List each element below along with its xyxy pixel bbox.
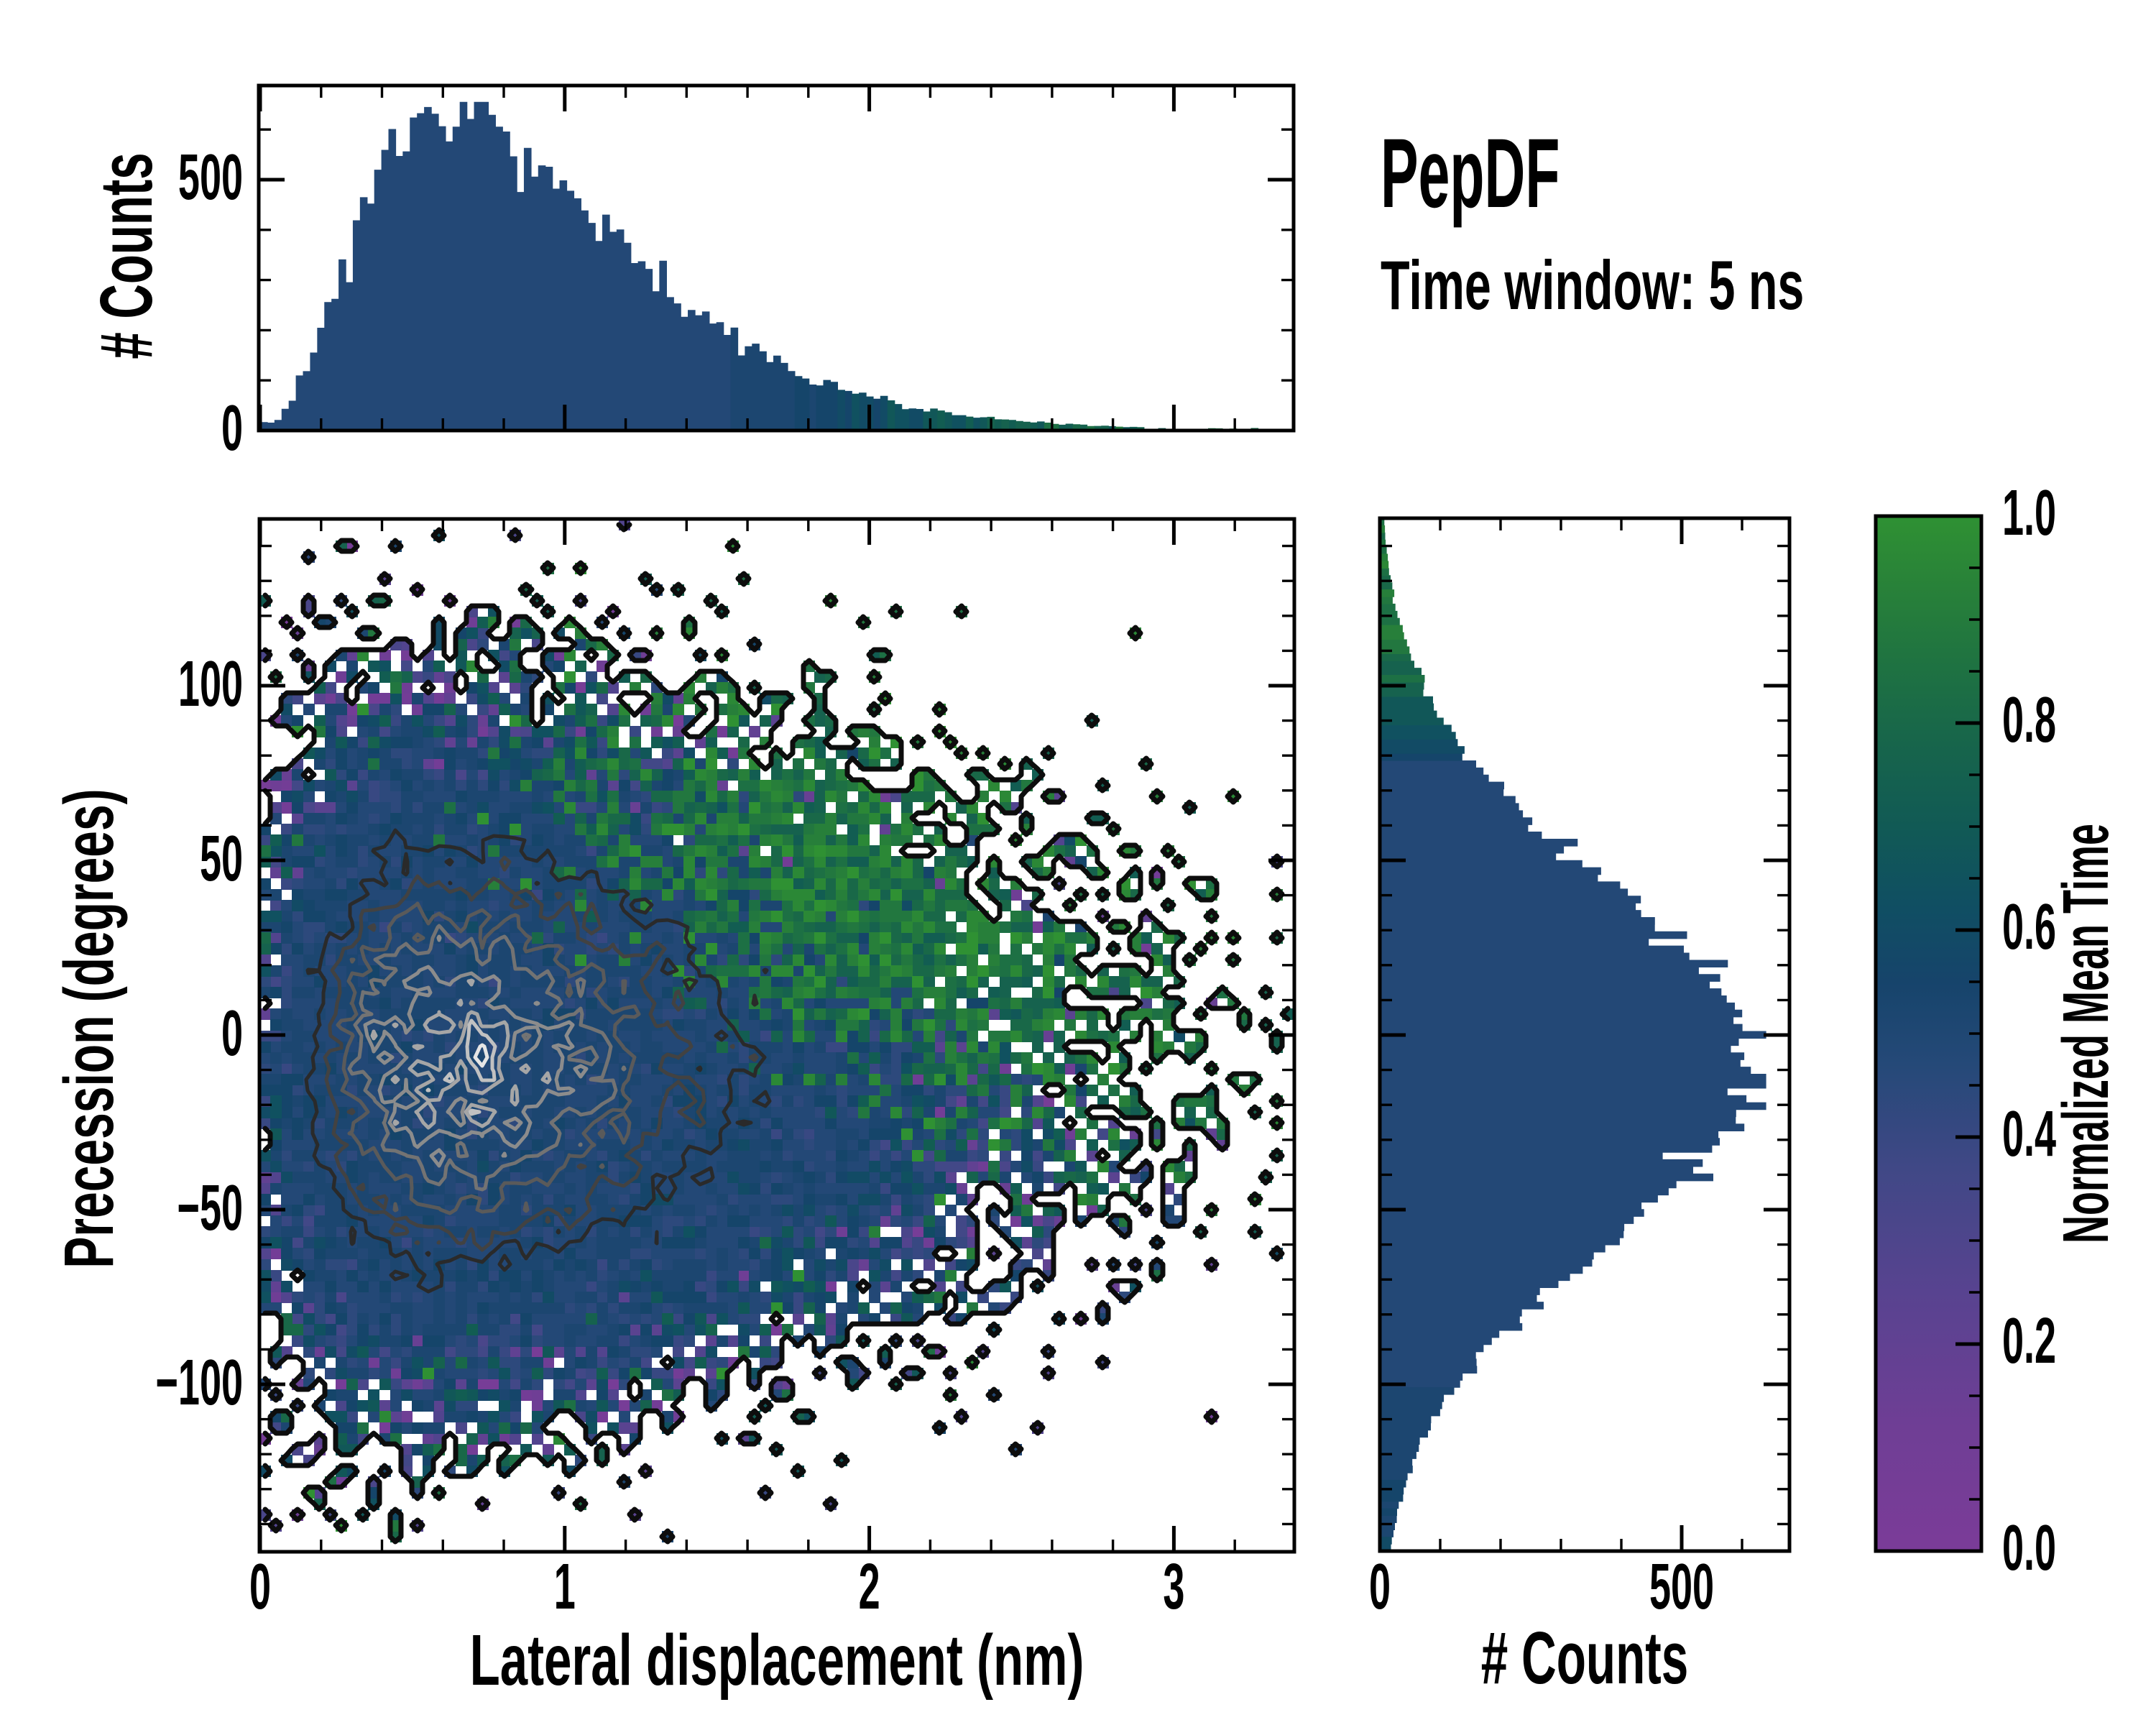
svg-text:Precession (degrees): Precession (degrees) — [50, 788, 128, 1268]
svg-text:0: 0 — [249, 1550, 271, 1623]
svg-text:0.4: 0.4 — [2002, 1098, 2056, 1170]
svg-text:1: 1 — [554, 1550, 576, 1623]
svg-text:0: 0 — [221, 997, 243, 1070]
svg-text:# Counts: # Counts — [1481, 1617, 1689, 1700]
svg-text:0.2: 0.2 — [2002, 1305, 2056, 1377]
svg-text:100: 100 — [178, 648, 243, 720]
svg-text:PepDF: PepDF — [1381, 118, 1560, 228]
svg-text:# Counts: # Counts — [86, 152, 168, 359]
svg-text:50: 50 — [200, 822, 243, 895]
svg-text:Time window: 5 ns: Time window: 5 ns — [1381, 246, 1804, 324]
svg-text:0: 0 — [221, 392, 243, 464]
svg-text:500: 500 — [1649, 1550, 1714, 1623]
svg-text:Lateral displacement (nm): Lateral displacement (nm) — [470, 1620, 1084, 1701]
svg-text:0: 0 — [1369, 1550, 1391, 1623]
svg-text:Normalized Mean Time: Normalized Mean Time — [2050, 824, 2122, 1243]
svg-text:0.6: 0.6 — [2002, 891, 2056, 963]
svg-text:500: 500 — [178, 141, 243, 213]
svg-text:1.0: 1.0 — [2002, 477, 2056, 549]
svg-text:−50: −50 — [177, 1172, 243, 1244]
svg-text:0.8: 0.8 — [2002, 684, 2056, 756]
svg-text:3: 3 — [1163, 1550, 1184, 1623]
svg-text:0.0: 0.0 — [2002, 1512, 2056, 1584]
svg-text:−100: −100 — [155, 1346, 243, 1419]
svg-text:2: 2 — [859, 1550, 880, 1623]
